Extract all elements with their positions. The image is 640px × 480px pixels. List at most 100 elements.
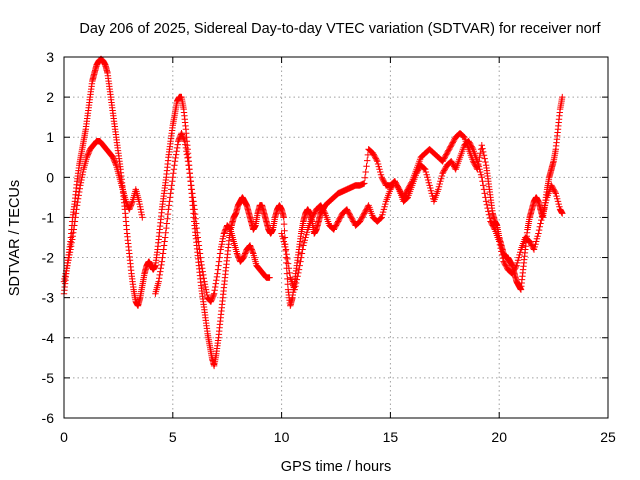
data-point [284, 275, 291, 283]
data-point [414, 168, 421, 176]
data-point [498, 251, 506, 259]
data-point [319, 206, 327, 213]
data-point [488, 219, 495, 226]
data-point [480, 186, 488, 193]
data-point [446, 144, 454, 152]
data-point [336, 215, 343, 222]
data-point [319, 204, 326, 212]
data-point [374, 158, 381, 165]
data-point [378, 174, 385, 181]
data-point [358, 215, 365, 222]
data-point [209, 294, 216, 301]
data-point [349, 216, 356, 224]
data-point [356, 218, 364, 225]
data-point [361, 180, 368, 187]
data-point [382, 200, 389, 208]
data-point [479, 145, 486, 152]
data-point [364, 157, 371, 164]
data-point [317, 202, 324, 209]
data-point [481, 190, 488, 197]
data-point [162, 229, 169, 236]
data-point [309, 212, 316, 220]
data-point [551, 187, 558, 194]
data-point [122, 198, 130, 205]
data-point [391, 178, 398, 185]
data-point [318, 203, 325, 210]
data-point [361, 208, 369, 216]
data-point [66, 251, 73, 259]
data-point [234, 251, 241, 259]
data-point [362, 207, 369, 214]
data-point [468, 143, 475, 150]
data-point [71, 222, 78, 229]
data-point [127, 202, 135, 209]
x-tick-label: 5 [169, 429, 177, 445]
data-point [297, 258, 304, 265]
data-point [534, 233, 541, 240]
y-tick-labels: -6 -5 -4 -3 -2 -1 0 1 2 3 [42, 49, 55, 426]
data-point [440, 156, 447, 164]
data-point [70, 229, 77, 236]
data-point [72, 214, 79, 221]
data-point [403, 195, 410, 202]
data-point [535, 226, 543, 234]
data-point [299, 246, 306, 253]
data-point [482, 194, 489, 201]
data-point [533, 238, 540, 245]
data-point [195, 242, 203, 249]
data-point [379, 208, 387, 216]
data-point [481, 155, 488, 162]
data-point [538, 213, 546, 220]
data-point [449, 139, 456, 146]
data-point [480, 182, 487, 189]
data-point [526, 238, 533, 245]
data-point [296, 262, 303, 269]
data-point [485, 211, 493, 218]
data-point [247, 245, 255, 252]
data-point [83, 154, 90, 161]
data-point [440, 168, 447, 176]
data-point [393, 180, 400, 188]
data-point [279, 235, 287, 242]
data-point [213, 277, 220, 284]
data-point [514, 259, 521, 267]
data-point [451, 136, 458, 144]
data-point [538, 216, 545, 224]
data-point [210, 290, 218, 297]
data-point [541, 202, 549, 209]
data-point [499, 255, 506, 262]
data-point [469, 144, 476, 152]
data-point [536, 223, 543, 230]
data-point [388, 183, 396, 190]
data-points [60, 55, 566, 370]
data-point [395, 184, 402, 192]
data-point [348, 214, 355, 221]
data-point [138, 208, 145, 216]
data-point [490, 223, 497, 230]
data-point [266, 274, 273, 281]
data-point [78, 176, 85, 184]
data-point [447, 143, 454, 150]
data-point [161, 238, 168, 245]
x-tick-label: 10 [274, 429, 290, 445]
data-point [484, 204, 491, 212]
data-point [554, 195, 561, 202]
data-point [167, 190, 174, 197]
data-point [345, 208, 352, 216]
data-point [303, 229, 311, 236]
data-point [330, 226, 337, 233]
data-point [337, 212, 345, 220]
data-point [422, 168, 430, 176]
data-point [363, 163, 370, 170]
y-tick-label: -4 [42, 330, 55, 346]
data-point [332, 223, 339, 230]
data-point [516, 251, 523, 259]
data-point [281, 241, 288, 248]
data-point [302, 234, 309, 241]
data-point [168, 182, 175, 189]
data-point [427, 187, 435, 194]
y-tick-label: -1 [42, 209, 55, 225]
data-point [392, 179, 399, 186]
data-point [552, 190, 559, 197]
